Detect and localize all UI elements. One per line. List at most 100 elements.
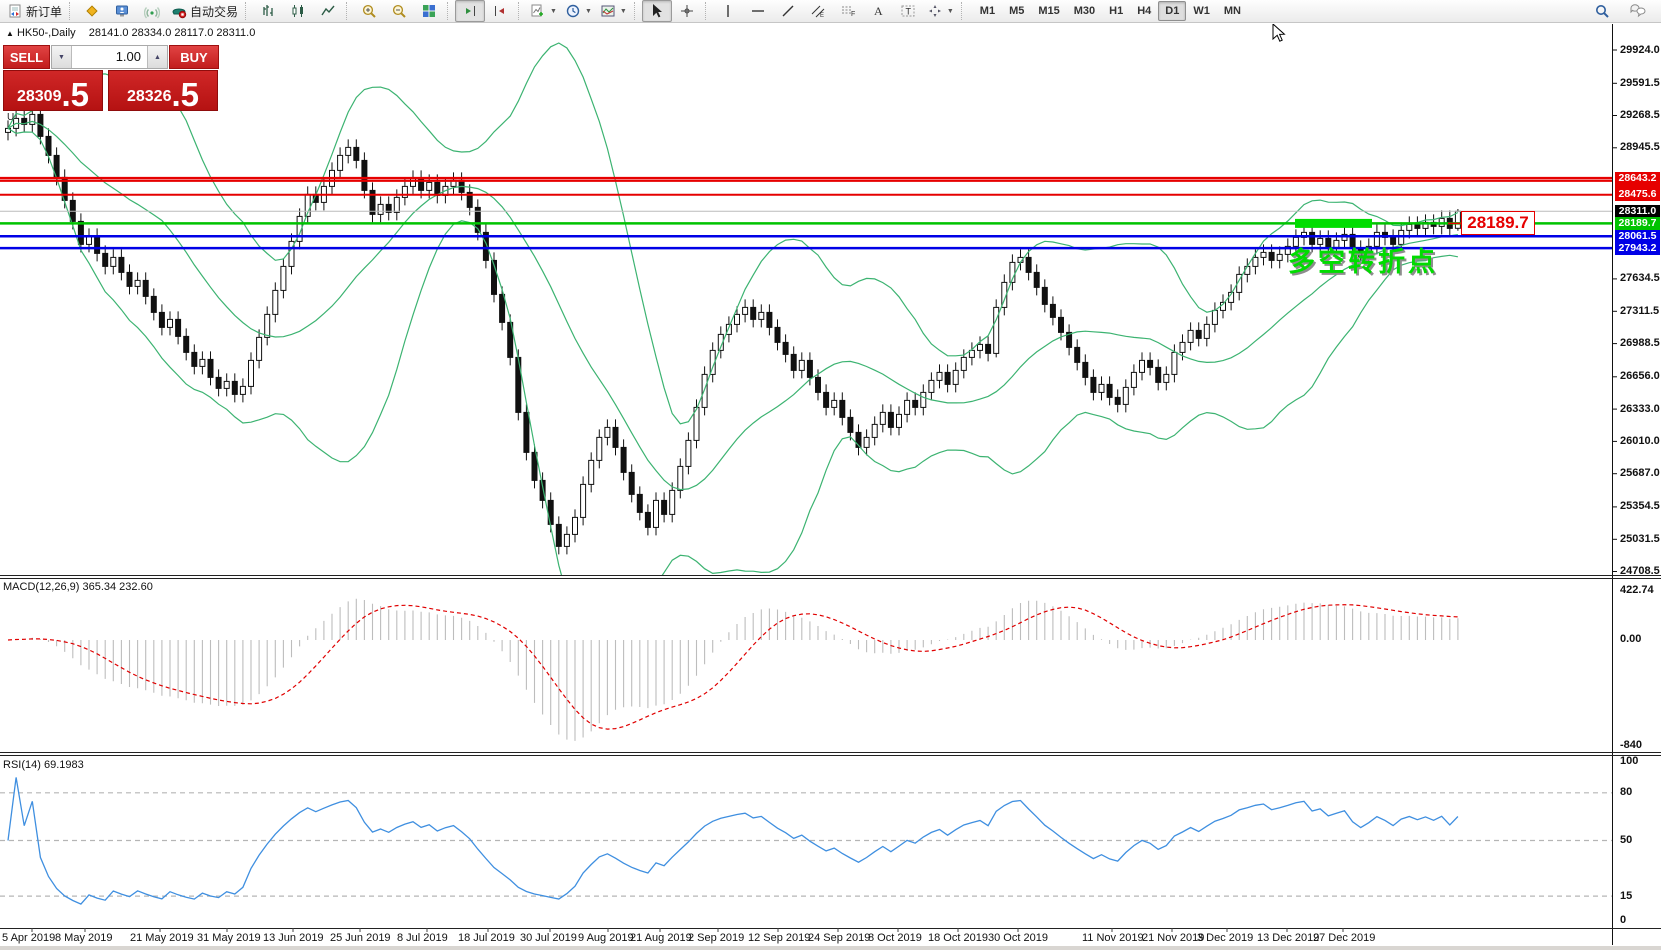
macd-indicator-label: MACD(12,26,9) 365.34 232.60	[3, 581, 153, 593]
trendline-tool-button[interactable]	[773, 0, 803, 22]
text-label-icon: T	[900, 3, 916, 19]
arrows-tool-button[interactable]: ▼	[923, 0, 958, 22]
horizontal-line-icon	[750, 3, 766, 19]
search-icon	[1594, 3, 1610, 19]
horizontal-line-tool-button[interactable]	[743, 0, 773, 22]
vertical-line-tool-button[interactable]	[713, 0, 743, 22]
clock-icon	[565, 3, 581, 19]
channel-tool-button[interactable]: E	[803, 0, 833, 22]
svg-text:A: A	[874, 4, 883, 18]
chart-title: ▲ HK50-,Daily 28141.0 28334.0 28117.0 28…	[6, 27, 255, 39]
price-callout-28189[interactable]: 28189.7	[1461, 211, 1535, 235]
macd-pane	[7, 598, 1459, 741]
chart-shift-button[interactable]	[455, 0, 486, 22]
metaquotes-button[interactable]	[77, 0, 107, 22]
buy-price-main: 28326	[126, 88, 172, 105]
autotrading-button[interactable]: 自动交易	[167, 0, 242, 22]
timeframe-m1[interactable]: M1	[979, 5, 996, 17]
rsi-pane	[7, 777, 1459, 905]
timeframe-mn[interactable]: MN	[1223, 5, 1241, 17]
arrows-icon	[927, 3, 943, 19]
equidistant-channel-icon: E	[810, 3, 826, 19]
svg-text:T: T	[905, 7, 911, 17]
text-label-tool-button[interactable]: T	[893, 0, 923, 22]
annotation-text[interactable]: 多空转折点	[1288, 247, 1438, 277]
vertical-line-icon	[720, 3, 736, 19]
indicators-button[interactable]: ▼	[596, 0, 631, 22]
new-order-icon	[7, 3, 23, 19]
new-chart-icon	[530, 3, 546, 19]
tile-windows-button[interactable]	[414, 0, 444, 22]
chart-ohlc-values: 28141.0 28334.0 28117.0 28311.0	[88, 27, 256, 39]
toolbar-separator	[69, 2, 74, 20]
volume-value[interactable]: 1.00	[115, 49, 141, 64]
sell-price-main: 28309	[16, 88, 62, 105]
volume-increase-button[interactable]: ▲	[147, 46, 167, 68]
sell-price-button[interactable]: 28309 .5	[3, 70, 103, 111]
timeframe-d1[interactable]: D1	[1158, 1, 1187, 21]
zoom-in-icon	[361, 3, 377, 19]
symbol-search-button[interactable]	[1587, 0, 1617, 22]
text-icon: A	[870, 3, 886, 19]
timeframe-w1[interactable]: W1	[1193, 5, 1210, 17]
toolbar-separator	[245, 2, 250, 20]
line-chart-button[interactable]	[313, 0, 343, 22]
timeframe-m15[interactable]: M15	[1038, 5, 1060, 17]
toolbar-right-group	[1587, 0, 1653, 22]
fibonacci-icon: F	[840, 3, 856, 19]
toolbar-separator	[518, 2, 523, 20]
chart-object-u[interactable]: U	[7, 112, 15, 123]
mouse-cursor	[1272, 22, 1288, 49]
chart-symbol-period: HK50-,Daily	[16, 27, 76, 39]
signal-antenna-icon	[144, 3, 161, 19]
bar-chart-icon	[260, 3, 276, 19]
one-click-trading-panel: SELL ▼ 1.00 ▲ BUY 28309 .5 28326 .5	[3, 45, 219, 111]
zoom-in-button[interactable]	[354, 0, 384, 22]
toolbar-separator	[447, 2, 452, 20]
volume-decrease-button[interactable]: ▼	[52, 46, 72, 68]
zoom-out-button[interactable]	[384, 0, 414, 22]
timeframe-h4[interactable]: H4	[1137, 5, 1152, 17]
toolbar-separator	[960, 2, 966, 20]
dropdown-caret-icon: ▼	[619, 7, 627, 15]
bar-chart-button[interactable]	[253, 0, 283, 22]
trendline-icon	[780, 3, 796, 19]
volume-control: ▼ 1.00 ▲	[51, 45, 168, 69]
new-chart-button[interactable]: ▼	[526, 0, 561, 22]
fibonacci-tool-button[interactable]: F	[833, 0, 863, 22]
period-button[interactable]: ▼	[561, 0, 596, 22]
toolbar-separator	[704, 2, 710, 20]
auto-scroll-button[interactable]	[485, 0, 515, 22]
gold-diamond-icon	[84, 3, 100, 19]
community-button[interactable]	[107, 0, 137, 22]
chat-bubbles-icon	[1629, 3, 1647, 19]
candlestick-chart-icon	[290, 3, 306, 19]
text-tool-button[interactable]: A	[863, 0, 893, 22]
cursor-arrow-icon	[649, 3, 665, 19]
new-order-button[interactable]: 新订单	[3, 0, 66, 22]
signal-button[interactable]	[137, 0, 167, 22]
autotrading-label: 自动交易	[190, 4, 239, 19]
dropdown-caret-icon: ▼	[946, 7, 954, 15]
auto-scroll-icon	[492, 3, 508, 19]
tile-windows-icon	[421, 3, 437, 19]
cursor-tool-button[interactable]	[641, 0, 672, 22]
timeframe-m30[interactable]: M30	[1073, 5, 1096, 17]
crosshair-tool-button[interactable]	[672, 0, 702, 22]
timeframe-h1[interactable]: H1	[1109, 5, 1124, 17]
main-toolbar: 新订单 自动交易 ▼ ▼	[0, 0, 1661, 23]
buy-price-button[interactable]: 28326 .5	[108, 70, 218, 111]
candlestick-chart-button[interactable]	[283, 0, 313, 22]
buy-button[interactable]: BUY	[169, 45, 219, 69]
chart-active-marker-icon: ▲	[6, 29, 14, 38]
buy-price-fraction: .5	[171, 76, 200, 113]
rsi-indicator-label: RSI(14) 69.1983	[3, 759, 84, 771]
svg-text:F: F	[851, 11, 855, 18]
zoom-out-icon	[391, 3, 407, 19]
line-chart-icon	[320, 3, 336, 19]
chat-button[interactable]	[1623, 0, 1653, 22]
timeframe-m5[interactable]: M5	[1009, 5, 1025, 17]
sell-button[interactable]: SELL	[3, 45, 50, 69]
